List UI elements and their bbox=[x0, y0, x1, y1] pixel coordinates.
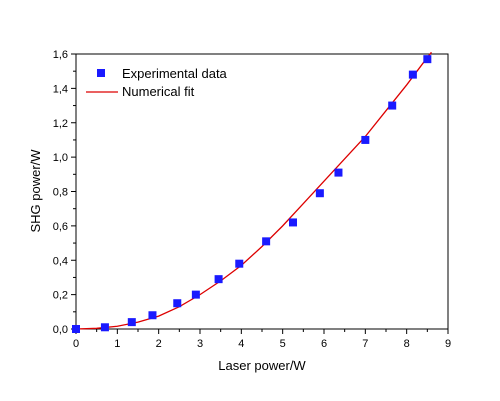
x-tick-label: 8 bbox=[404, 338, 410, 350]
data-point bbox=[235, 259, 244, 268]
x-tick-label: 7 bbox=[362, 338, 368, 350]
legend-marker-experimental bbox=[97, 69, 105, 77]
y-tick-label: 0,4 bbox=[53, 255, 68, 267]
y-tick-label: 0,2 bbox=[53, 290, 68, 302]
x-axis: 0 1 2 3 4 5 6 7 8 9 bbox=[73, 329, 451, 350]
y-tick-label: 1,2 bbox=[53, 118, 68, 130]
data-point bbox=[289, 218, 297, 227]
y-axis: 0,0 0,2 0,4 0,6 0,8 1,0 1,2 1,4 1,6 bbox=[53, 49, 76, 336]
data-point bbox=[191, 290, 200, 299]
data-point bbox=[334, 168, 343, 177]
fit-line bbox=[75, 51, 432, 330]
data-point bbox=[262, 237, 271, 246]
y-tick-label: 0,0 bbox=[53, 324, 68, 336]
x-tick-label: 4 bbox=[238, 338, 244, 350]
data-point bbox=[408, 70, 417, 79]
y-tick-label: 1,4 bbox=[53, 83, 68, 95]
x-tick-label: 1 bbox=[114, 338, 120, 350]
data-point bbox=[361, 135, 370, 144]
data-point bbox=[127, 318, 136, 327]
data-point bbox=[100, 323, 109, 332]
x-axis-label: Laser power/W bbox=[218, 358, 306, 373]
data-point bbox=[214, 275, 223, 284]
x-tick-label: 9 bbox=[445, 338, 451, 350]
data-point bbox=[148, 311, 157, 320]
legend-label-fit: Numerical fit bbox=[122, 84, 195, 99]
y-tick-label: 0,6 bbox=[53, 221, 68, 233]
data-point bbox=[315, 189, 324, 198]
data-point bbox=[173, 299, 182, 308]
data-point bbox=[388, 101, 397, 110]
x-tick-label: 0 bbox=[73, 338, 79, 350]
x-tick-label: 6 bbox=[321, 338, 327, 350]
fit-line-layer bbox=[75, 51, 432, 330]
x-tick-label: 5 bbox=[280, 338, 286, 350]
data-point bbox=[423, 55, 432, 64]
y-tick-label: 1,6 bbox=[53, 49, 68, 61]
data-point bbox=[72, 325, 80, 333]
data-point-layer bbox=[72, 55, 432, 333]
y-tick-label: 1,0 bbox=[53, 152, 68, 164]
y-axis-label: SHG power/W bbox=[28, 149, 43, 233]
y-tick-label: 0,8 bbox=[53, 187, 68, 199]
legend-label-experimental: Experimental data bbox=[122, 66, 228, 81]
x-tick-label: 2 bbox=[156, 338, 162, 350]
x-tick-label: 3 bbox=[197, 338, 203, 350]
legend: Experimental data Numerical fit bbox=[86, 66, 228, 99]
